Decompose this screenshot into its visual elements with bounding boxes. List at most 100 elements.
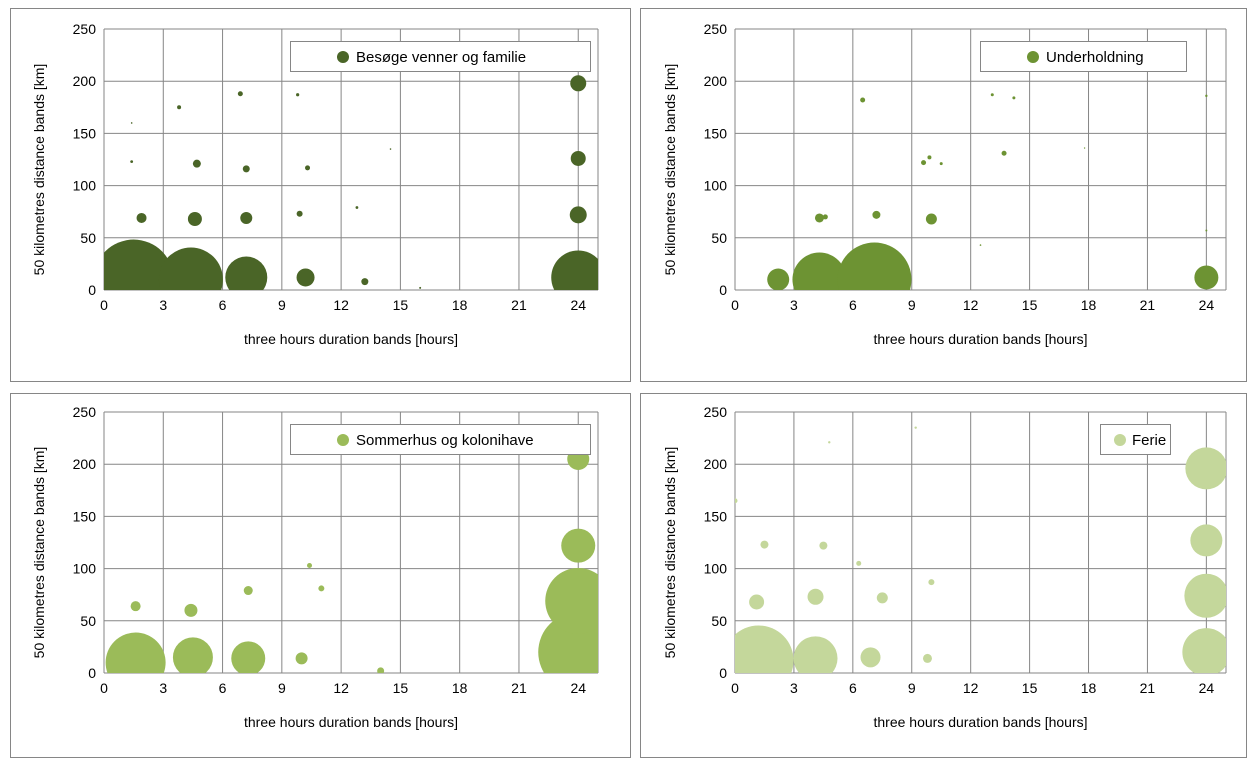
x-tick-label: 3 [790,297,798,313]
y-tick-label: 150 [73,508,97,524]
data-point [570,150,586,166]
data-point [807,588,824,605]
data-point [922,653,932,663]
data-point [296,210,303,217]
y-tick-label: 50 [80,613,96,629]
data-point [184,603,198,617]
data-point [243,586,253,596]
x-tick-label: 24 [1199,297,1215,313]
data-point [561,528,596,563]
data-point [307,562,313,568]
legend: Besøge venner og familie [290,41,591,72]
legend-box [1100,424,1171,455]
y-tick-label: 100 [704,178,728,194]
data-point [749,594,765,610]
data-point [130,601,141,612]
data-point [860,647,881,668]
data-point [735,498,738,504]
data-point [928,579,935,586]
x-axis-title: three hours duration bands [hours] [873,714,1087,730]
legend-marker [337,51,349,63]
x-tick-label: 9 [278,297,286,313]
x-tick-label: 24 [570,297,586,313]
y-tick-label: 150 [73,125,97,141]
data-point [192,159,201,168]
data-point [318,585,325,592]
x-tick-label: 9 [278,680,286,696]
x-axis-title: three hours duration bands [hours] [244,714,458,730]
data-point [828,441,831,444]
data-point [551,250,598,290]
data-point [1205,94,1208,98]
chart-panel-2: 0 3 6 9 12 15 18 21 24 0 50 100 150 200 250 three hours… [640,8,1247,382]
y-tick-label: 200 [704,456,728,472]
x-tick-label: 9 [908,297,916,313]
data-point [914,426,917,429]
data-point [105,632,166,673]
data-point [1205,229,1208,232]
data-point [792,252,847,290]
chart-panel-1: 0 3 6 9 12 15 18 21 24 0 50 100 150 200 250 three hours… [10,8,631,382]
chart-panel-3: 0 3 6 9 12 15 18 21 24 0 50 100 150 200 250 three hours… [10,393,631,758]
x-tick-label: 15 [393,680,409,696]
data-point [939,162,943,166]
y-tick-label: 0 [88,282,96,298]
x-tick-label: 18 [452,297,468,313]
data-point [925,213,937,225]
y-tick-label: 150 [704,508,728,524]
y-tick-label: 0 [719,282,727,298]
data-point [389,148,392,150]
x-tick-label: 9 [908,680,916,696]
data-point [837,242,912,290]
y-tick-label: 50 [711,613,727,629]
legend-marker [1114,434,1126,446]
data-point [735,625,794,673]
data-point [570,75,587,92]
x-tick-label: 18 [1081,680,1097,696]
data-point [819,541,828,550]
x-tick-label: 21 [511,297,527,313]
y-tick-label: 200 [73,456,97,472]
x-tick-label: 12 [333,297,349,313]
x-tick-label: 0 [100,680,108,696]
data-point [355,206,359,209]
data-point [860,97,866,103]
data-point [305,165,311,171]
data-point [793,636,838,673]
x-tick-label: 24 [570,680,586,696]
x-tick-label: 15 [393,297,409,313]
data-point [979,244,982,246]
data-point [240,211,253,224]
x-tick-label: 6 [219,297,227,313]
x-tick-label: 15 [1022,297,1038,313]
y-tick-label: 250 [704,404,728,420]
data-point [377,667,385,673]
data-point [296,268,315,287]
data-point [1001,150,1007,156]
x-tick-label: 0 [100,297,108,313]
y-tick-label: 50 [80,230,96,246]
y-tick-label: 150 [704,125,728,141]
data-point [814,213,824,223]
chart-panel-4: 0 3 6 9 12 15 18 21 24 0 50 100 150 200 250 three hours… [640,393,1247,758]
data-point [177,105,182,110]
legend-label: Ferie [1132,432,1166,449]
x-tick-label: 15 [1022,680,1038,696]
data-point [856,560,862,566]
bubbles [767,93,1219,290]
bubbles [105,447,598,673]
data-point [872,210,881,219]
data-point [927,155,932,160]
y-tick-label: 250 [73,404,97,420]
x-tick-label: 21 [1140,680,1156,696]
legend-label: Underholdning [1046,49,1144,66]
data-point [1190,524,1223,557]
data-point [569,206,587,224]
bubbles [104,75,598,290]
data-point [1194,265,1219,290]
y-axis-title: 50 kilometres distance bands [km] [662,64,678,276]
x-axis-title: three hours duration bands [hours] [244,331,458,347]
data-point [231,641,266,673]
data-point [1184,573,1226,618]
